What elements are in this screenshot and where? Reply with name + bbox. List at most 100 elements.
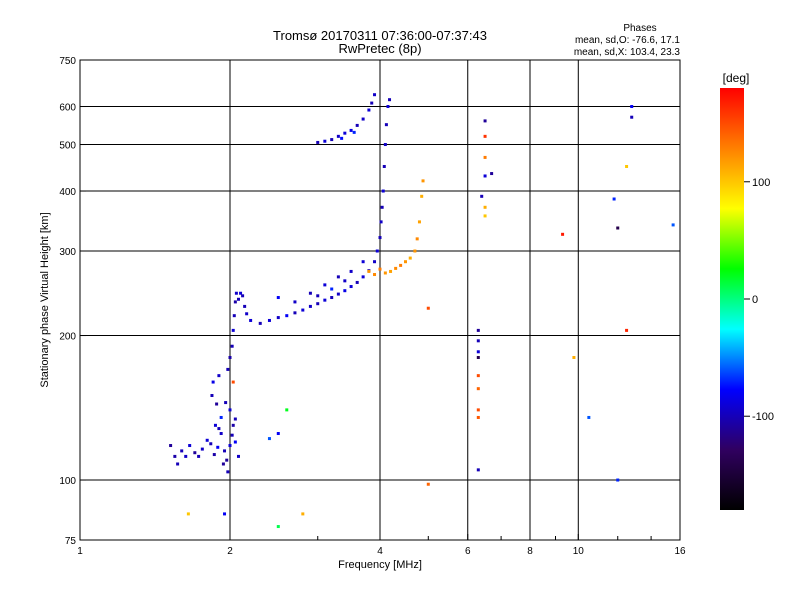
x-tick-label: 2 xyxy=(227,546,233,557)
data-point xyxy=(483,155,487,159)
x-tick-label: 10 xyxy=(573,546,585,557)
x-tick-label: 16 xyxy=(674,546,686,557)
data-point xyxy=(230,344,234,348)
y-tick-label: 300 xyxy=(59,247,76,258)
data-point xyxy=(285,314,289,318)
data-point xyxy=(625,164,629,168)
data-point xyxy=(336,275,340,279)
data-point xyxy=(349,269,353,273)
data-point xyxy=(370,101,374,105)
data-point xyxy=(267,437,271,441)
data-point xyxy=(234,291,238,295)
data-point xyxy=(210,394,214,398)
data-point xyxy=(671,223,675,227)
data-point xyxy=(258,321,262,325)
data-point xyxy=(180,449,184,453)
data-point xyxy=(340,136,344,140)
data-point xyxy=(483,119,487,123)
data-point xyxy=(373,273,377,277)
data-point xyxy=(236,454,240,458)
data-point xyxy=(213,423,217,427)
x-tick-label: 1 xyxy=(77,546,83,557)
y-tick-label: 500 xyxy=(59,141,76,152)
data-point xyxy=(476,355,480,359)
data-point xyxy=(403,260,407,264)
data-point xyxy=(223,512,227,516)
data-point xyxy=(343,279,347,283)
data-point xyxy=(219,432,223,436)
data-point xyxy=(231,380,235,384)
data-point xyxy=(476,350,480,354)
data-point xyxy=(285,408,289,412)
colorbar-tick-label: -100 xyxy=(752,411,774,423)
data-point xyxy=(361,275,365,279)
data-point xyxy=(200,447,204,451)
data-point xyxy=(612,197,616,201)
data-point xyxy=(217,374,221,378)
data-point xyxy=(343,289,347,293)
data-point xyxy=(476,408,480,412)
y-tick-label: 75 xyxy=(65,536,77,547)
colorbar xyxy=(720,88,744,510)
data-point xyxy=(587,415,591,419)
data-point xyxy=(386,105,390,109)
chart-subtitle: RwPretec (8p) xyxy=(338,41,421,56)
data-point xyxy=(381,189,385,193)
data-point xyxy=(323,139,327,143)
data-point xyxy=(420,194,424,198)
data-point xyxy=(378,236,382,240)
data-point xyxy=(228,355,232,359)
data-point xyxy=(211,380,215,384)
x-axis-label: Frequency [MHz] xyxy=(338,559,422,571)
data-point xyxy=(417,220,421,224)
data-point xyxy=(355,280,359,284)
data-point xyxy=(352,130,356,134)
data-point xyxy=(233,300,237,304)
x-tick-label: 8 xyxy=(527,546,533,557)
data-point xyxy=(476,339,480,343)
data-point xyxy=(382,164,386,168)
data-point xyxy=(323,298,327,302)
colorbar-ticks: 100 0 -100 xyxy=(744,177,774,423)
data-point xyxy=(399,263,403,267)
y-tick-label: 400 xyxy=(59,187,76,198)
data-point xyxy=(176,462,180,466)
data-point xyxy=(330,138,334,142)
data-point xyxy=(415,237,419,241)
data-point xyxy=(490,172,494,176)
data-point xyxy=(215,402,219,406)
data-point xyxy=(378,267,382,271)
colorbar-label: [deg] xyxy=(723,71,750,85)
data-point xyxy=(232,314,236,318)
data-point xyxy=(408,256,412,260)
data-point xyxy=(233,417,237,421)
data-point xyxy=(226,470,230,474)
data-point xyxy=(375,249,379,253)
data-point xyxy=(276,316,280,320)
data-point xyxy=(316,294,320,298)
data-point xyxy=(225,458,229,462)
phase-info-o: mean, sd,O: -76.6, 17.1 xyxy=(575,35,680,46)
data-point xyxy=(426,482,430,486)
data-point xyxy=(367,108,371,112)
data-point xyxy=(230,433,234,437)
data-point xyxy=(389,269,393,273)
data-point xyxy=(169,444,173,448)
grid-lines xyxy=(80,60,680,540)
data-point xyxy=(217,427,221,431)
data-point xyxy=(293,311,297,315)
data-point xyxy=(219,415,223,419)
data-point xyxy=(380,205,384,209)
data-point xyxy=(316,140,320,144)
data-point xyxy=(355,123,359,127)
y-tick-label: 200 xyxy=(59,332,76,343)
data-point xyxy=(316,302,320,306)
chart-title: Tromsø 20170311 07:36:00-07:37:43 xyxy=(273,28,487,43)
data-point xyxy=(476,415,480,419)
data-point xyxy=(561,232,565,236)
data-point xyxy=(233,440,237,444)
data-point xyxy=(383,143,387,147)
data-point xyxy=(188,444,192,448)
data-point xyxy=(373,260,377,264)
